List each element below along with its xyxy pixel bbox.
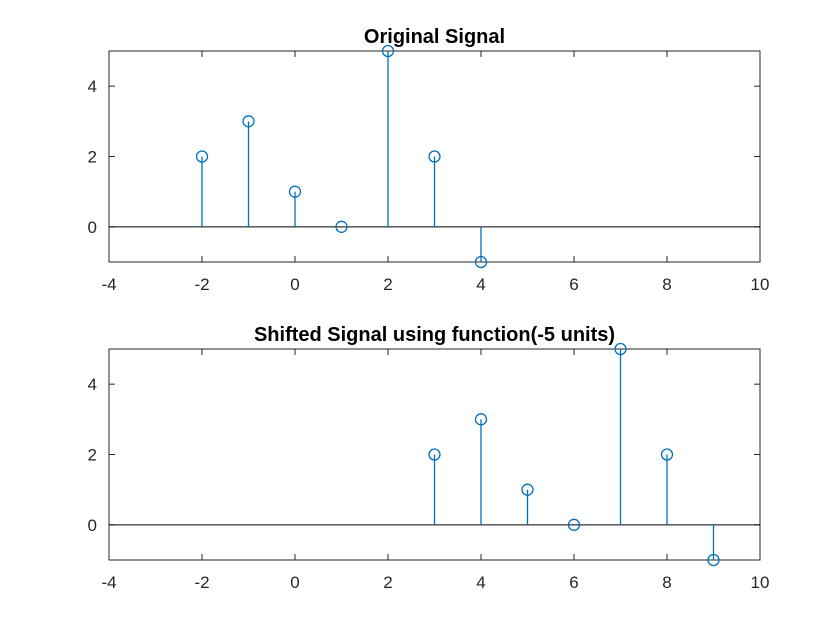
- x-tick-label: 6: [569, 573, 578, 592]
- chart-title: Original Signal: [364, 26, 505, 48]
- stem-marker: [707, 553, 720, 567]
- chart-title: Shifted Signal using function(-5 units): [254, 324, 615, 346]
- x-tick-label: 0: [290, 275, 299, 294]
- y-tick-label: 2: [88, 446, 97, 465]
- stem-marker: [428, 448, 441, 461]
- x-tick-label: 2: [383, 275, 392, 294]
- stem-marker: [195, 150, 209, 163]
- y-tick-label: 2: [88, 148, 97, 167]
- x-tick-label: -2: [194, 573, 209, 592]
- stem-marker: [474, 255, 488, 269]
- axes-shifted-signal: Shifted Signal using function(-5 units) -…: [88, 324, 770, 592]
- stem-marker: [242, 115, 255, 128]
- x-tick-label: 10: [751, 275, 770, 294]
- x-tick-label: -4: [101, 573, 116, 592]
- y-tick-label: 0: [88, 516, 97, 535]
- x-tick-label: 6: [569, 275, 578, 294]
- stem-marker: [474, 413, 488, 426]
- y-tick-label: 4: [88, 77, 97, 96]
- y-tick-label: 0: [88, 218, 97, 237]
- x-tick-label: 10: [751, 573, 770, 592]
- x-tick-label: -2: [194, 275, 209, 294]
- stem-marker: [335, 220, 348, 233]
- x-tick-label: 4: [476, 573, 485, 592]
- stem-marker: [381, 44, 395, 58]
- stem-marker: [567, 518, 581, 531]
- y-tick-label: 4: [88, 375, 97, 394]
- x-tick-label: 2: [383, 573, 392, 592]
- stem-marker: [660, 448, 674, 461]
- stem-marker: [614, 342, 627, 356]
- x-tick-label: 8: [662, 573, 671, 592]
- axes-original-signal: Original Signal -4 -2 0 2 4 6 8 10 0 2 4: [88, 26, 770, 294]
- x-tick-label: 4: [476, 275, 485, 294]
- x-tick-label: 0: [290, 573, 299, 592]
- x-tick-label: -4: [101, 275, 116, 294]
- stem-marker: [521, 483, 534, 496]
- x-tick-label: 8: [662, 275, 671, 294]
- stem-marker: [428, 150, 441, 163]
- stem-marker: [288, 185, 302, 198]
